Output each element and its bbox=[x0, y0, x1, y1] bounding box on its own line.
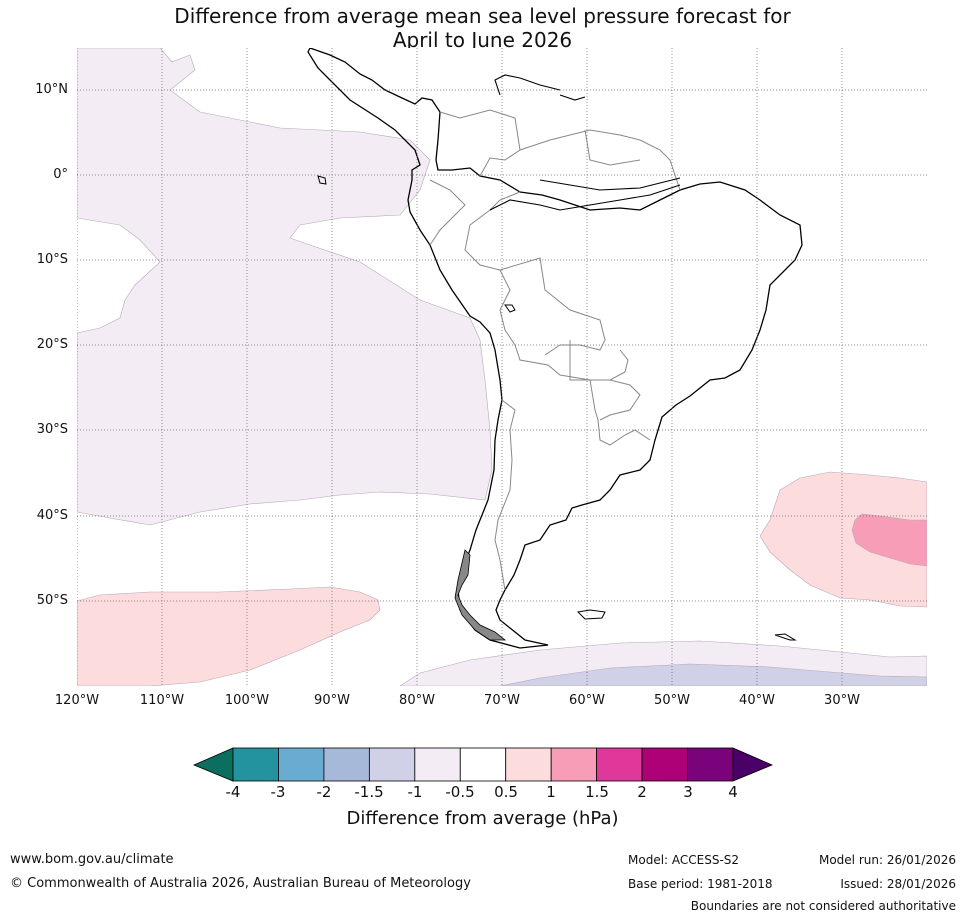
colorbar-bin bbox=[459, 747, 507, 782]
colorbar-tick: 1 bbox=[546, 783, 556, 801]
colorbar-bin bbox=[323, 747, 370, 782]
colorbar-tick: -3 bbox=[270, 783, 286, 801]
copyright-notice: © Commonwealth of Australia 2026, Austra… bbox=[10, 876, 471, 891]
colorbar-label: Difference from average (hPa) bbox=[346, 808, 619, 829]
chile-fjords bbox=[454, 549, 507, 641]
lon-label-80w: 80°W bbox=[399, 693, 435, 708]
lat-label-0: 0° bbox=[53, 167, 68, 182]
falkland-islands bbox=[576, 609, 606, 620]
colorbar-below-arrow bbox=[192, 747, 234, 782]
issued-date: Issued: 28/01/2026 bbox=[840, 877, 956, 891]
southern-ocean-lower-region bbox=[499, 663, 927, 686]
lat-label-10s: 10°S bbox=[36, 252, 68, 267]
lon-label-110w: 110°W bbox=[139, 693, 185, 708]
colorbar-tick: -0.5 bbox=[445, 783, 475, 801]
lat-label-20s: 20°S bbox=[36, 337, 68, 352]
lon-label-70w: 70°W bbox=[484, 693, 520, 708]
lake-titicaca bbox=[504, 304, 516, 313]
lon-label-40w: 40°W bbox=[739, 693, 775, 708]
colorbar-tick: 3 bbox=[683, 783, 693, 801]
colorbar bbox=[192, 747, 774, 782]
colorbar-bin bbox=[368, 747, 416, 782]
colorbar-tick: -1.5 bbox=[354, 783, 384, 801]
model-run-date: Model run: 26/01/2026 bbox=[818, 853, 956, 867]
colorbar-bin bbox=[641, 747, 688, 782]
south-georgia bbox=[774, 633, 797, 641]
colorbar-tick: 0.5 bbox=[494, 783, 518, 801]
colorbar-bin bbox=[278, 747, 325, 782]
lon-label-50w: 50°W bbox=[654, 693, 690, 708]
colorbar-bin bbox=[687, 747, 734, 782]
lon-label-100w: 100°W bbox=[224, 693, 270, 708]
south-pacific-high-region bbox=[77, 586, 381, 686]
south-america-landmass bbox=[307, 48, 803, 649]
boundaries-disclaimer: Boundaries are not considered authoritat… bbox=[690, 899, 956, 913]
galapagos-islands bbox=[317, 175, 327, 185]
south-atlantic-high-core-region bbox=[851, 513, 927, 567]
lon-label-90w: 90°W bbox=[314, 693, 350, 708]
lat-label-40s: 40°S bbox=[36, 508, 68, 523]
colorbar-tick: -1 bbox=[407, 783, 423, 801]
rivers bbox=[489, 74, 681, 211]
model-name: Model: ACCESS-S2 bbox=[628, 853, 740, 867]
title-line-1: Difference from average mean sea level p… bbox=[174, 4, 791, 28]
lat-label-30s: 30°S bbox=[36, 422, 68, 437]
graticule bbox=[77, 48, 927, 686]
colorbar-tick: -2 bbox=[316, 783, 332, 801]
lon-label-60w: 60°W bbox=[569, 693, 605, 708]
lon-label-30w: 30°W bbox=[824, 693, 860, 708]
colorbar-tick: -4 bbox=[225, 783, 241, 801]
colorbar-tick: 4 bbox=[728, 783, 738, 801]
colorbar-bin bbox=[550, 747, 598, 782]
bom-climate-link[interactable]: www.bom.gov.au/climate bbox=[10, 852, 174, 867]
country-borders bbox=[429, 109, 681, 591]
colorbar-bin bbox=[414, 747, 461, 782]
colorbar-bin bbox=[596, 747, 643, 782]
colorbar-bin bbox=[232, 747, 279, 782]
colorbar-above-arrow bbox=[732, 747, 774, 782]
base-period: Base period: 1981-2018 bbox=[628, 877, 773, 891]
colorbar-tick: 1.5 bbox=[585, 783, 609, 801]
south-atlantic-high-region bbox=[759, 471, 927, 608]
colorbar-tick: 2 bbox=[637, 783, 647, 801]
map-title: Difference from average mean sea level p… bbox=[0, 4, 965, 52]
colorbar-bin bbox=[505, 747, 552, 782]
lon-label-120w: 120°W bbox=[54, 693, 100, 708]
eastern-pacific-low-region bbox=[77, 48, 493, 526]
lat-label-50s: 50°S bbox=[36, 593, 68, 608]
lat-label-10n: 10°N bbox=[35, 82, 68, 97]
